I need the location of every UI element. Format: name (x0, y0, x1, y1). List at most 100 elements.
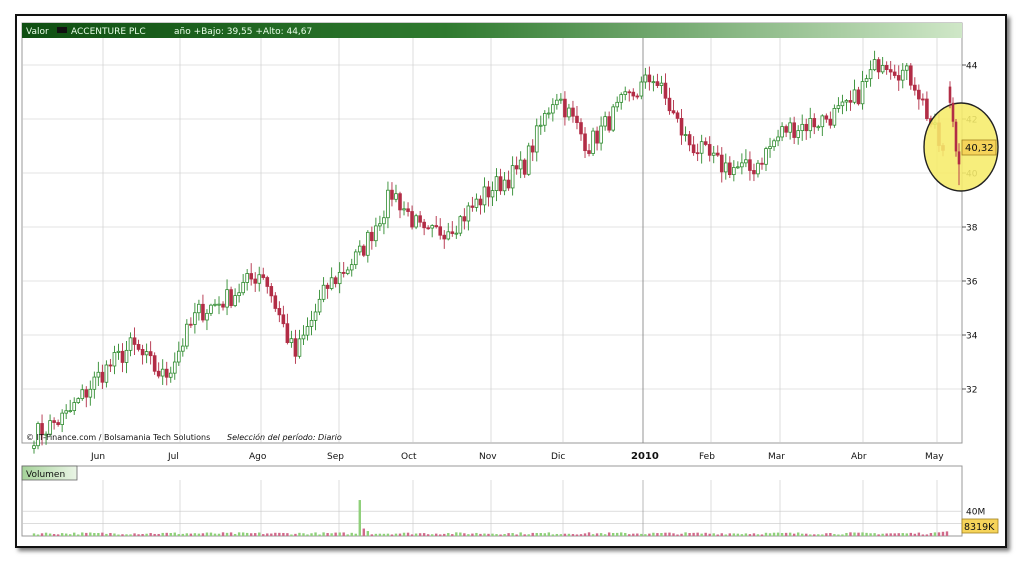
candle-body (124, 349, 129, 363)
volume-bar (483, 533, 486, 536)
candle-body (426, 227, 430, 230)
x-tick-label: May (925, 452, 944, 462)
x-tick-label: Mar (768, 452, 785, 462)
candle-body (917, 89, 921, 100)
volume-bar (402, 532, 406, 536)
date-x-axis: Jun Jul Ago Sep Oct Nov Dic 2010 Feb Mar Abr May (90, 451, 944, 462)
candle-body (683, 134, 688, 136)
candle-body (394, 193, 398, 200)
candle-body (860, 81, 865, 105)
candle-body (607, 116, 611, 131)
volume-bar (290, 534, 293, 536)
volume-bar (841, 534, 844, 536)
candle-body (181, 345, 185, 352)
candle-body (289, 338, 294, 343)
candle-body (337, 271, 342, 285)
candle-body (888, 69, 893, 73)
candle-body (470, 205, 475, 208)
volume-bar (941, 531, 945, 536)
footer-credit: © IT-Finance.com / Bolsamania Tech Solut… (26, 433, 210, 442)
candle-body (695, 152, 700, 155)
volume-bar (845, 532, 848, 536)
volume-label: Volumen (26, 470, 65, 480)
candle-body (711, 152, 716, 156)
candle-body (64, 410, 68, 414)
volume-bar (366, 531, 370, 536)
candle-body (538, 124, 543, 127)
volume-bar (181, 533, 185, 536)
candle-body (362, 245, 366, 256)
candle-body (297, 338, 302, 357)
x-tick-label: Jun (90, 452, 105, 462)
volume-bar (913, 533, 917, 536)
volume-bar (652, 532, 655, 536)
volume-bar (73, 532, 76, 536)
volume-bar (185, 533, 189, 536)
candle-body (422, 221, 426, 229)
price-grid (22, 38, 962, 443)
volume-bar (378, 533, 382, 536)
volume-bar (587, 532, 591, 536)
volume-bar (298, 532, 301, 536)
volume-bar (217, 533, 221, 536)
candle-body (892, 71, 897, 76)
candle-body (728, 162, 732, 176)
candle-body (273, 295, 278, 309)
candle-body (752, 170, 756, 175)
candle-body (848, 100, 853, 103)
volume-bar (704, 532, 707, 536)
volume-bar (314, 532, 317, 536)
ticker-swatch (57, 27, 67, 33)
volume-bar (796, 532, 800, 536)
candle-body (559, 98, 563, 101)
candle-body (744, 159, 748, 164)
volume-bar (712, 533, 715, 536)
volume-bar (302, 533, 305, 536)
candle-body (555, 99, 559, 106)
candle-body (820, 115, 825, 128)
volume-bar (801, 533, 804, 536)
candle-body (856, 89, 861, 105)
volume-bar (519, 532, 522, 536)
candle-body (800, 123, 805, 132)
volume-bar (157, 533, 160, 536)
candle-body (120, 350, 125, 363)
volume-bar (233, 533, 237, 536)
candle-body (32, 445, 36, 449)
volume-bar (169, 532, 172, 536)
candle-body (96, 371, 101, 378)
vol-tick-label: 40M (966, 508, 985, 518)
candle-body (156, 370, 161, 377)
volume-bar (865, 532, 868, 536)
volume-bar (732, 533, 736, 536)
candle-body (128, 337, 133, 351)
volume-bar (628, 534, 631, 536)
candle-body (687, 134, 692, 146)
volume-label-box (21, 465, 78, 481)
candle-body (160, 368, 165, 377)
candle-body (221, 303, 225, 308)
candle-body (603, 116, 607, 127)
volume-bar (390, 534, 394, 536)
volume-bar (36, 534, 40, 536)
volume-bar (672, 533, 675, 536)
volume-bar (692, 532, 695, 536)
candle-body (36, 423, 40, 447)
candles (32, 50, 945, 454)
candle-body (647, 74, 652, 83)
candle-body (575, 115, 579, 123)
volume-bar (455, 532, 458, 536)
y-tick-label: 38 (966, 224, 978, 234)
volume-bar (595, 533, 599, 536)
volume-bar (648, 533, 651, 536)
volume-bar (849, 532, 852, 536)
volume-bar (370, 534, 374, 536)
volume-bar (310, 533, 313, 536)
candle-body (615, 101, 619, 108)
volume-bar (567, 533, 571, 536)
candle-body (366, 231, 370, 256)
volume-bar (945, 531, 949, 536)
candle-body (703, 141, 708, 145)
header-label: Valor (26, 27, 49, 37)
candle-body (788, 122, 792, 133)
